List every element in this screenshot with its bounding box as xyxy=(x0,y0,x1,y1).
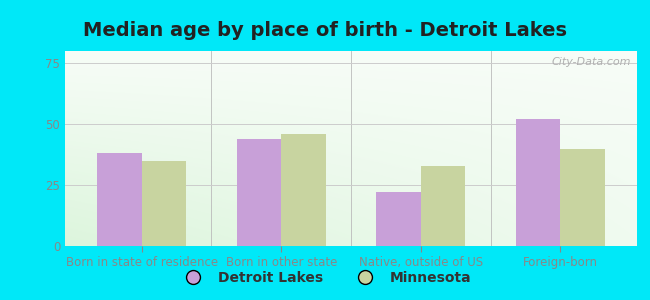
Text: City-Data.com: City-Data.com xyxy=(552,57,631,67)
Text: Median age by place of birth - Detroit Lakes: Median age by place of birth - Detroit L… xyxy=(83,21,567,40)
Bar xyxy=(560,148,605,246)
Legend: Detroit Lakes, Minnesota: Detroit Lakes, Minnesota xyxy=(174,265,476,290)
Bar xyxy=(281,134,326,246)
Bar xyxy=(376,192,421,246)
Bar xyxy=(97,153,142,246)
Bar xyxy=(237,139,281,246)
Bar xyxy=(142,161,187,246)
Bar xyxy=(515,119,560,246)
Bar xyxy=(421,166,465,246)
